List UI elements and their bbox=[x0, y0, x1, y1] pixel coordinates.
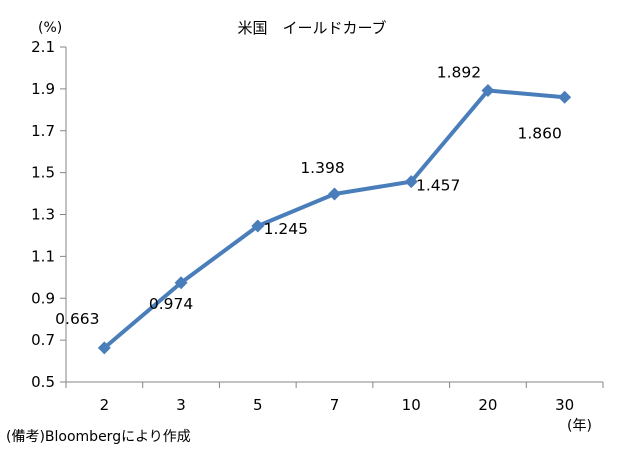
y-tick-label: 0.7 bbox=[31, 331, 55, 349]
x-axis-unit: (年) bbox=[567, 418, 592, 434]
x-tick-label: 20 bbox=[478, 396, 497, 414]
data-point-marker bbox=[97, 341, 111, 355]
data-label: 1.398 bbox=[300, 159, 344, 177]
data-markers bbox=[97, 84, 572, 355]
data-point-marker bbox=[481, 84, 495, 98]
data-label: 1.860 bbox=[517, 124, 561, 142]
data-point-marker bbox=[174, 276, 188, 290]
y-axis-unit: (%) bbox=[38, 20, 62, 36]
y-tick-label: 1.7 bbox=[31, 122, 55, 140]
data-label: 0.663 bbox=[55, 310, 99, 328]
x-tick-label: 30 bbox=[555, 396, 574, 414]
y-tick-label: 0.9 bbox=[31, 289, 55, 307]
data-label: 0.974 bbox=[149, 295, 193, 313]
data-label: 1.457 bbox=[416, 177, 460, 195]
data-point-marker bbox=[251, 219, 265, 233]
data-labels: 0.663 0.974 1.245 1.398 1.457 1.892 1.860 bbox=[55, 64, 562, 328]
x-axis-ticks: 2 3 5 7 10 20 30 bbox=[65, 382, 604, 414]
data-point-marker bbox=[328, 187, 341, 201]
x-tick-label: 5 bbox=[253, 396, 263, 414]
y-tick-label: 0.5 bbox=[31, 373, 55, 391]
data-label: 1.892 bbox=[437, 64, 481, 82]
y-axis-ticks: 0.5 0.7 0.9 1.1 1.3 1.5 1.7 1.9 2.1 bbox=[31, 38, 66, 391]
data-label: 1.245 bbox=[264, 220, 308, 238]
y-tick-label: 1.1 bbox=[31, 247, 55, 265]
data-point-marker bbox=[558, 90, 572, 104]
x-tick-label: 7 bbox=[330, 396, 340, 414]
y-tick-label: 1.9 bbox=[31, 80, 55, 98]
y-tick-label: 1.3 bbox=[31, 206, 55, 224]
y-tick-label: 2.1 bbox=[31, 38, 55, 56]
x-tick-label: 2 bbox=[100, 396, 110, 414]
source-note: (備考)Bloombergにより作成 bbox=[6, 429, 191, 445]
x-tick-label: 3 bbox=[176, 396, 186, 414]
y-tick-label: 1.5 bbox=[31, 164, 55, 182]
chart-title: 米国 イールドカーブ bbox=[237, 19, 386, 37]
x-tick-label: 10 bbox=[402, 396, 421, 414]
data-point-marker bbox=[404, 175, 418, 189]
